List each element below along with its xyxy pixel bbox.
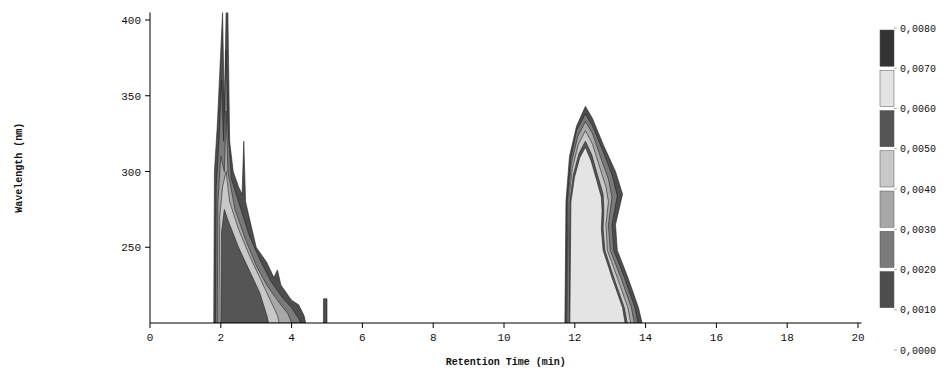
colorbar-swatch xyxy=(880,272,894,308)
colorbar-tick xyxy=(894,189,897,190)
contour-region xyxy=(570,147,625,323)
colorbar-label: 0,0050 xyxy=(900,144,936,155)
colorbar-label: 0,0000 xyxy=(900,346,936,357)
x-tick xyxy=(645,323,646,328)
colorbar-tick xyxy=(894,28,897,29)
colorbar-swatch xyxy=(880,111,894,147)
colorbar-tick xyxy=(894,269,897,270)
colorbar-tick xyxy=(894,309,897,310)
y-tick-label: 300 xyxy=(121,167,141,179)
x-tick xyxy=(150,323,151,328)
x-tick-label: 20 xyxy=(851,332,864,344)
colorbar-tick xyxy=(894,229,897,230)
x-tick-label: 16 xyxy=(710,332,723,344)
x-tick-label: 2 xyxy=(217,332,224,344)
colorbar-label: 0,0010 xyxy=(900,305,936,316)
contour-region xyxy=(568,131,631,323)
contour-region xyxy=(221,209,269,323)
contour-region xyxy=(215,50,300,323)
y-axis-line xyxy=(150,12,151,323)
contour-region xyxy=(217,111,291,323)
x-tick xyxy=(433,323,434,328)
contour-region xyxy=(569,141,627,323)
y-tick-label: 350 xyxy=(121,91,141,103)
y-tick xyxy=(145,171,150,172)
colorbar-tick xyxy=(894,108,897,109)
colorbar-label: 0,0040 xyxy=(900,185,936,196)
contour-region xyxy=(323,299,327,323)
chart: 0 2 4 6 8 10 12 14 16 18 20 250 300 350 400 Retention T… xyxy=(0,0,947,382)
y-tick-label: 250 xyxy=(121,242,141,254)
colorbar-tick xyxy=(894,350,897,351)
y-tick xyxy=(145,95,150,96)
contours xyxy=(214,12,642,323)
x-tick-label: 14 xyxy=(639,332,653,344)
x-tick-label: 12 xyxy=(568,332,581,344)
colorbar-label: 0,0060 xyxy=(900,104,936,115)
x-tick xyxy=(787,323,788,328)
x-tick-label: 4 xyxy=(288,332,295,344)
y-tick xyxy=(145,247,150,248)
colorbar-swatch xyxy=(880,30,894,66)
contour-region xyxy=(219,172,279,324)
x-tick-label: 8 xyxy=(430,332,437,344)
x-tick xyxy=(220,323,221,328)
x-tick xyxy=(291,323,292,328)
colorbar-label: 0,0020 xyxy=(900,265,936,276)
colorbar-tick xyxy=(894,68,897,69)
y-tick-label: 400 xyxy=(121,15,141,27)
colorbar-label: 0,0070 xyxy=(900,64,936,75)
y-tick xyxy=(145,20,150,21)
colorbar-swatch xyxy=(880,231,894,267)
contour-region xyxy=(567,122,634,324)
y-axis-title: Wavelength (nm) xyxy=(14,123,25,213)
colorbar-swatch xyxy=(880,312,894,348)
x-tick-label: 10 xyxy=(497,332,510,344)
x-tick xyxy=(858,323,859,328)
colorbar-swatch xyxy=(880,151,894,187)
x-tick-label: 18 xyxy=(781,332,794,344)
x-tick xyxy=(362,323,363,328)
colorbar-label: 0,0080 xyxy=(900,24,936,35)
x-axis-title: Retention Time (min) xyxy=(446,357,566,368)
x-tick-label: 0 xyxy=(147,332,154,344)
contour-region xyxy=(565,106,642,323)
colorbar-label: 0,0030 xyxy=(900,225,936,236)
contour-region xyxy=(214,12,306,323)
x-tick xyxy=(574,323,575,328)
contour-region xyxy=(566,114,638,323)
colorbar-tick xyxy=(894,148,897,149)
x-axis-line xyxy=(150,323,862,324)
x-tick-label: 6 xyxy=(359,332,366,344)
x-tick xyxy=(716,323,717,328)
colorbar-swatch xyxy=(880,191,894,227)
x-tick xyxy=(504,323,505,328)
colorbar-swatch xyxy=(880,70,894,106)
